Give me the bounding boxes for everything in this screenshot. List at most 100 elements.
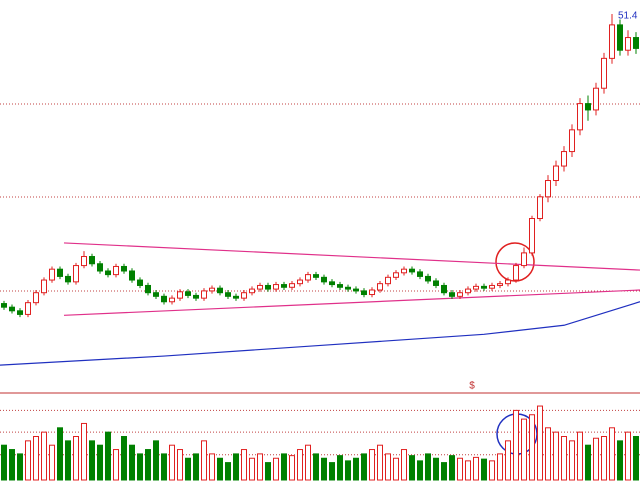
- volume-bar: [401, 449, 407, 481]
- volume-bar: [393, 457, 399, 481]
- volume-bar: [209, 453, 215, 481]
- candle-body: [193, 294, 199, 299]
- volume-bar: [129, 444, 135, 481]
- marker: $: [469, 381, 475, 392]
- candle-body: [201, 290, 207, 299]
- volume-bar: [185, 457, 191, 481]
- candle-body: [625, 37, 631, 51]
- volume-bar: [425, 453, 431, 481]
- candle-body: [577, 103, 583, 131]
- overlay-line: [0, 301, 640, 366]
- candle-body: [513, 265, 519, 281]
- candle-body: [617, 24, 623, 51]
- volume-bar: [297, 449, 303, 481]
- candle-body: [57, 268, 63, 277]
- candle-body: [209, 287, 215, 292]
- candle-body: [249, 288, 255, 294]
- volume-bar: [601, 436, 607, 481]
- volume-bar: [329, 462, 335, 481]
- candle-body: [329, 281, 335, 286]
- volume-bar: [569, 440, 575, 481]
- volume-bar: [593, 437, 599, 481]
- candle-body: [297, 279, 303, 285]
- candle-body: [449, 292, 455, 297]
- candle-body: [145, 284, 151, 294]
- candle-body: [89, 256, 95, 265]
- volume-bar: [193, 453, 199, 481]
- volume-bar: [169, 444, 175, 481]
- volume-bar: [545, 427, 551, 481]
- volume-bar: [617, 440, 623, 481]
- candle-body: [377, 283, 383, 291]
- candle-body: [305, 274, 311, 281]
- candle-body: [121, 265, 127, 272]
- volume-bar: [529, 414, 535, 481]
- volume-bar: [609, 427, 615, 481]
- candle-body: [633, 37, 639, 49]
- volume-bar: [633, 436, 639, 481]
- candle-body: [73, 265, 79, 283]
- volume-bar: [273, 457, 279, 481]
- volume-bar: [217, 457, 223, 481]
- candle-body: [321, 276, 327, 283]
- candle-body: [601, 57, 607, 89]
- volume-bar: [9, 449, 15, 481]
- candle-body: [273, 284, 279, 290]
- candle-body: [569, 129, 575, 153]
- candle-body: [585, 103, 591, 111]
- candle-body: [265, 284, 271, 290]
- highlight-circle: [495, 242, 535, 282]
- candle-body: [169, 297, 175, 303]
- volume-bar: [233, 453, 239, 481]
- volume-bar: [521, 418, 527, 481]
- candle-body: [425, 275, 431, 282]
- candle-body: [337, 284, 343, 288]
- volume-bar: [449, 455, 455, 481]
- volume-bar: [257, 453, 263, 481]
- volume-bar: [625, 431, 631, 481]
- volume-bar: [33, 436, 39, 481]
- volume-bar: [89, 440, 95, 481]
- candle-body: [241, 292, 247, 299]
- volume-bar: [481, 458, 487, 481]
- candle-body: [385, 276, 391, 285]
- candle-body: [497, 283, 503, 286]
- volume-bar: [377, 444, 383, 481]
- volume-bar: [457, 457, 463, 481]
- candle-body: [9, 306, 15, 312]
- volume-bar: [489, 460, 495, 481]
- volume-bar: [177, 449, 183, 481]
- volume-bar: [65, 440, 71, 481]
- candle-body: [369, 289, 375, 296]
- candle-body: [529, 218, 535, 254]
- candle-body: [441, 284, 447, 294]
- volume-bar: [281, 453, 287, 481]
- candle-body: [361, 290, 367, 296]
- volume-bar: [113, 449, 119, 481]
- candle-body: [65, 275, 71, 283]
- volume-bar: [385, 453, 391, 481]
- volume-bar: [73, 436, 79, 481]
- volume-bar: [513, 409, 519, 481]
- volume-bar: [49, 444, 55, 481]
- candle-body: [33, 292, 39, 304]
- candle-body: [537, 196, 543, 220]
- volume-bar: [321, 457, 327, 481]
- volume-bar: [337, 455, 343, 481]
- candle-body: [97, 263, 103, 272]
- volume-bar: [17, 453, 23, 481]
- volume-bar: [201, 440, 207, 481]
- candle-body: [225, 292, 231, 297]
- candle-body: [505, 279, 511, 285]
- candle-body: [81, 256, 87, 267]
- volume-bar: [417, 460, 423, 481]
- volume-bar: [473, 456, 479, 481]
- candle-body: [313, 274, 319, 278]
- volume-bar: [433, 457, 439, 481]
- candle-body: [561, 151, 567, 167]
- volume-bar: [585, 444, 591, 481]
- candle-body: [353, 288, 359, 292]
- candle-body: [217, 287, 223, 294]
- volume-bar: [465, 460, 471, 481]
- volume-bar: [361, 453, 367, 481]
